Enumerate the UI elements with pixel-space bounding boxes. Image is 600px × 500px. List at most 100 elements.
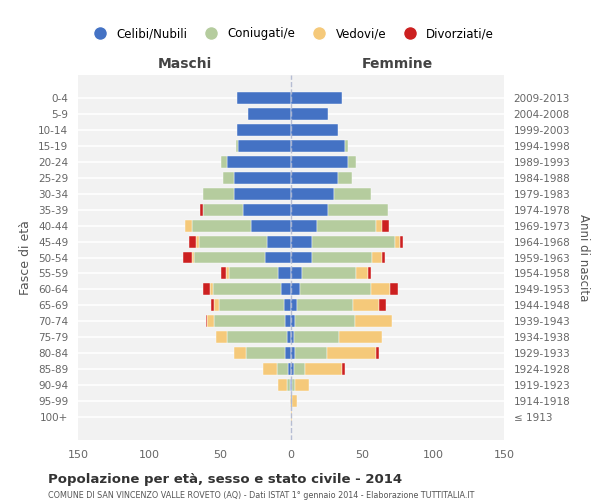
- Bar: [216, 332, 227, 344]
- Bar: [291, 172, 338, 183]
- Bar: [214, 300, 218, 312]
- Bar: [291, 188, 334, 200]
- Bar: [376, 220, 382, 232]
- Y-axis label: Fasce di età: Fasce di età: [19, 220, 32, 295]
- Bar: [278, 268, 291, 280]
- Bar: [339, 332, 382, 344]
- Bar: [296, 300, 353, 312]
- Bar: [356, 268, 368, 280]
- Bar: [210, 284, 213, 296]
- Bar: [291, 364, 294, 376]
- Bar: [291, 156, 348, 168]
- Bar: [281, 284, 291, 296]
- Bar: [317, 220, 376, 232]
- Bar: [353, 300, 379, 312]
- Bar: [191, 220, 251, 232]
- Bar: [338, 172, 352, 183]
- Bar: [342, 364, 345, 376]
- Text: Femmine: Femmine: [362, 58, 433, 71]
- Bar: [379, 300, 386, 312]
- Bar: [313, 252, 372, 264]
- Bar: [391, 284, 398, 296]
- Bar: [305, 364, 342, 376]
- Text: COMUNE DI SAN VINCENZO VALLE ROVETO (AQ) - Dati ISTAT 1° gennaio 2014 - Elaboraz: COMUNE DI SAN VINCENZO VALLE ROVETO (AQ)…: [48, 491, 475, 500]
- Bar: [245, 348, 286, 360]
- Bar: [183, 252, 191, 264]
- Bar: [251, 220, 291, 232]
- Bar: [267, 236, 291, 248]
- Bar: [334, 188, 371, 200]
- Bar: [203, 188, 234, 200]
- Text: Popolazione per età, sesso e stato civile - 2014: Popolazione per età, sesso e stato civil…: [48, 472, 402, 486]
- Bar: [291, 108, 328, 120]
- Bar: [203, 284, 210, 296]
- Bar: [185, 220, 191, 232]
- Bar: [234, 348, 245, 360]
- Bar: [291, 204, 328, 216]
- Bar: [226, 268, 229, 280]
- Bar: [348, 156, 356, 168]
- Bar: [203, 204, 243, 216]
- Bar: [395, 236, 400, 248]
- Bar: [207, 316, 214, 328]
- Bar: [218, 300, 284, 312]
- Bar: [221, 268, 226, 280]
- Bar: [278, 380, 287, 392]
- Text: Maschi: Maschi: [157, 58, 212, 71]
- Bar: [368, 268, 371, 280]
- Bar: [345, 140, 348, 151]
- Bar: [237, 92, 291, 104]
- Bar: [291, 332, 294, 344]
- Bar: [291, 236, 313, 248]
- Y-axis label: Anni di nascita: Anni di nascita: [577, 214, 590, 301]
- Bar: [286, 316, 291, 328]
- Bar: [194, 252, 265, 264]
- Bar: [291, 92, 342, 104]
- Bar: [295, 316, 355, 328]
- Bar: [355, 316, 392, 328]
- Bar: [284, 300, 291, 312]
- Bar: [295, 380, 310, 392]
- Bar: [213, 284, 281, 296]
- Bar: [248, 108, 291, 120]
- Bar: [376, 348, 379, 360]
- Bar: [287, 332, 291, 344]
- Bar: [227, 332, 287, 344]
- Bar: [196, 236, 199, 248]
- Bar: [382, 252, 385, 264]
- Bar: [291, 300, 296, 312]
- Bar: [214, 316, 286, 328]
- Bar: [286, 348, 291, 360]
- Bar: [238, 140, 291, 151]
- Bar: [211, 300, 214, 312]
- Bar: [292, 380, 295, 392]
- Bar: [290, 396, 291, 407]
- Bar: [229, 268, 278, 280]
- Bar: [291, 316, 295, 328]
- Bar: [292, 396, 296, 407]
- Bar: [234, 188, 291, 200]
- Bar: [291, 124, 338, 136]
- Bar: [200, 204, 203, 216]
- Bar: [287, 380, 290, 392]
- Bar: [265, 252, 291, 264]
- Bar: [371, 284, 391, 296]
- Bar: [227, 156, 291, 168]
- Bar: [243, 204, 291, 216]
- Bar: [294, 332, 339, 344]
- Bar: [299, 284, 371, 296]
- Bar: [291, 220, 317, 232]
- Bar: [291, 412, 292, 424]
- Bar: [277, 364, 288, 376]
- Bar: [199, 236, 267, 248]
- Bar: [291, 348, 295, 360]
- Bar: [290, 380, 291, 392]
- Bar: [236, 140, 238, 151]
- Bar: [294, 364, 305, 376]
- Bar: [191, 252, 194, 264]
- Bar: [206, 316, 207, 328]
- Bar: [237, 124, 291, 136]
- Bar: [189, 236, 196, 248]
- Legend: Celibi/Nubili, Coniugati/e, Vedovi/e, Divorziati/e: Celibi/Nubili, Coniugati/e, Vedovi/e, Di…: [83, 22, 499, 45]
- Bar: [291, 396, 292, 407]
